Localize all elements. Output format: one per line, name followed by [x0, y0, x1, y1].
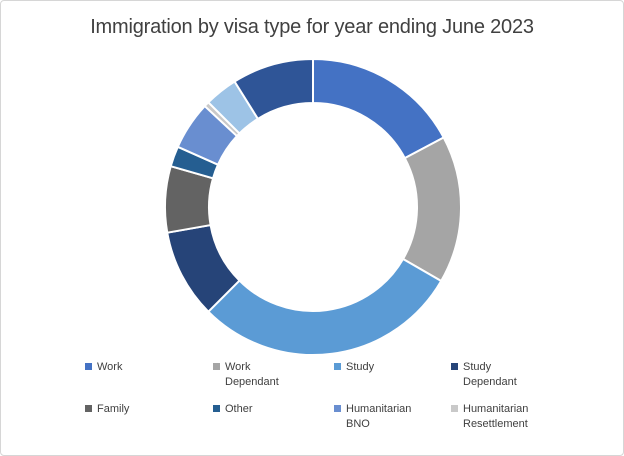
legend-item-family: Family	[85, 402, 181, 417]
legend-label: Other	[225, 403, 253, 415]
legend-label: Humanitarian BNO	[346, 403, 412, 430]
legend-swatch-work-dependant	[213, 363, 220, 370]
legend-swatch-humanitarian-resettlement	[451, 405, 458, 412]
chart-title: Immigration by visa type for year ending…	[90, 16, 534, 38]
legend-item-other: Other	[213, 402, 309, 417]
legend-item-work-dependant: Work Dependant	[213, 360, 309, 390]
legend-label: Work Dependant	[225, 361, 279, 388]
legend-swatch-other	[213, 405, 220, 412]
legend-item-humanitarian-bno: Humanitarian BNO	[334, 402, 430, 432]
legend-item-study: Study	[334, 360, 430, 375]
legend-swatch-work	[85, 363, 92, 370]
legend-label: Study Dependant	[463, 361, 517, 388]
legend-item-humanitarian-resettlement: Humanitarian Resettlement	[451, 402, 547, 432]
legend-item-work: Work	[85, 360, 181, 375]
legend-swatch-humanitarian-bno	[334, 405, 341, 412]
legend-swatch-study	[334, 363, 341, 370]
legend-swatch-family	[85, 405, 92, 412]
legend-label: Study	[346, 361, 375, 373]
legend-item-study-dependant: Study Dependant	[451, 360, 547, 390]
donut-segment-unlabeled-10	[233, 58, 314, 120]
legend-label: Family	[97, 403, 130, 415]
legend-label: Humanitarian Resettlement	[463, 403, 529, 430]
legend-swatch-study-dependant	[451, 363, 458, 370]
legend-label: Work	[97, 361, 123, 373]
